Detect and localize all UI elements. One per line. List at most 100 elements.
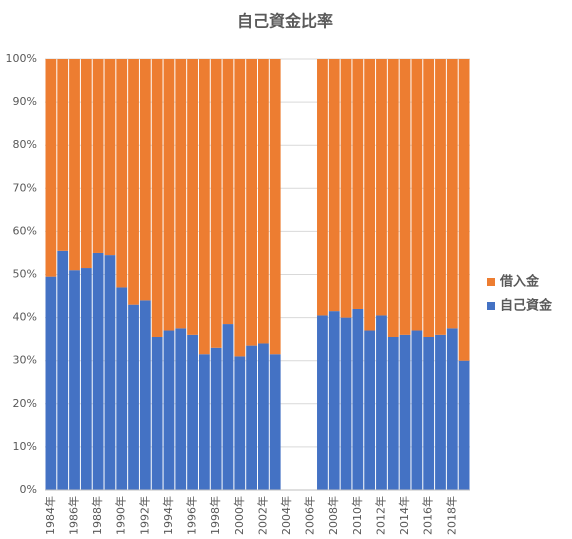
bar-segment	[128, 304, 139, 490]
bar-segment	[234, 356, 246, 490]
bar-segment	[435, 334, 446, 490]
bar-segment	[234, 59, 246, 357]
bar-segment	[92, 252, 104, 490]
bar-segment	[258, 59, 269, 344]
bar-segment	[269, 354, 281, 490]
bar-segment	[222, 324, 234, 490]
bar-segment	[399, 334, 411, 490]
bar-segment	[80, 268, 92, 490]
bar-segment	[376, 315, 387, 490]
y-tick-label: 70%	[13, 181, 37, 194]
x-tick-label: 2014年	[397, 496, 411, 535]
bar-segment	[210, 59, 222, 348]
bar-segment	[423, 59, 435, 337]
bar-segment	[387, 59, 399, 337]
bar-segment	[246, 345, 257, 490]
y-tick-label: 20%	[13, 397, 37, 410]
bar-segment	[340, 317, 352, 490]
bar-segment	[80, 59, 92, 269]
bar-segment	[175, 59, 187, 329]
bar-segment	[364, 59, 376, 331]
bar-segment	[446, 328, 458, 490]
legend-swatch	[487, 278, 495, 286]
y-tick-label: 40%	[13, 311, 37, 324]
bar-segment	[458, 59, 470, 361]
chart-title: 自己資金比率	[237, 12, 333, 31]
x-tick-label: 1984年	[43, 496, 57, 535]
bar-segment	[458, 360, 470, 490]
bar-segment	[210, 347, 222, 490]
bar-segment	[139, 59, 151, 301]
bar-segment	[57, 250, 69, 490]
bar-segment	[116, 59, 128, 288]
bar-segment	[387, 336, 399, 490]
bar-segment	[104, 59, 116, 256]
y-tick-label: 90%	[13, 95, 37, 108]
y-tick-label: 50%	[13, 268, 37, 281]
x-tick-label: 1994年	[161, 496, 175, 535]
bar-segment	[139, 300, 151, 490]
bar-segment	[328, 311, 340, 490]
x-tick-label: 1988年	[90, 496, 104, 535]
y-tick-label: 0%	[20, 483, 37, 496]
x-tick-label: 2006年	[303, 496, 317, 535]
bar-segment	[222, 59, 234, 325]
bar-segment	[423, 336, 435, 490]
bar-segment	[187, 334, 198, 490]
x-tick-label: 2018年	[444, 496, 458, 535]
x-tick-label: 1998年	[208, 496, 222, 535]
y-tick-label: 30%	[13, 354, 37, 367]
bar-segment	[340, 59, 352, 318]
bar-segment	[92, 59, 104, 253]
y-tick-label: 60%	[13, 224, 37, 237]
x-tick-label: 2004年	[279, 496, 293, 535]
x-tick-label: 1996年	[185, 496, 199, 535]
bar-segment	[269, 59, 281, 355]
x-tick-label: 2010年	[350, 496, 364, 535]
bar-segment	[163, 59, 175, 331]
x-tick-label: 2008年	[326, 496, 340, 535]
bar-segment	[411, 59, 423, 331]
x-tick-label: 2016年	[421, 496, 435, 535]
bar-segment	[45, 276, 57, 490]
bar-segment	[116, 287, 128, 490]
bar-segment	[57, 59, 69, 251]
x-tick-label: 1986年	[67, 496, 81, 535]
bar-segment	[69, 270, 80, 490]
bar-segment	[198, 59, 210, 355]
bar-segment	[187, 59, 198, 335]
bar-segment	[198, 354, 210, 490]
bar-segment	[246, 59, 257, 346]
bar-segment	[352, 308, 364, 490]
x-tick-label: 1990年	[114, 496, 128, 535]
bar-segment	[352, 59, 364, 309]
bar-segment	[317, 59, 328, 316]
bar-segment	[435, 59, 446, 335]
bar-segment	[446, 59, 458, 329]
bar-segment	[151, 59, 163, 337]
bar-segment	[151, 336, 163, 490]
bar-segment	[317, 315, 328, 490]
bar-segment	[364, 330, 376, 490]
bar-segment	[258, 343, 269, 490]
x-tick-label: 2012年	[373, 496, 387, 535]
bar-segment	[376, 59, 387, 316]
y-tick-label: 10%	[13, 440, 37, 453]
x-tick-label: 2002年	[255, 496, 269, 535]
legend-swatch	[487, 302, 495, 310]
y-tick-label: 100%	[6, 52, 37, 65]
bar-segment	[104, 255, 116, 490]
bar-segment	[411, 330, 423, 490]
bar-segment	[175, 328, 187, 490]
bar-segment	[163, 330, 175, 490]
bar-segment	[328, 59, 340, 312]
bar-segment	[399, 59, 411, 335]
legend-label: 自己資金	[500, 298, 553, 314]
bar-segment	[69, 59, 80, 271]
y-tick-label: 80%	[13, 138, 37, 151]
x-tick-label: 1992年	[137, 496, 151, 535]
legend-label: 借入金	[499, 274, 540, 290]
bar-segment	[45, 59, 57, 277]
x-tick-label: 2000年	[232, 496, 246, 535]
